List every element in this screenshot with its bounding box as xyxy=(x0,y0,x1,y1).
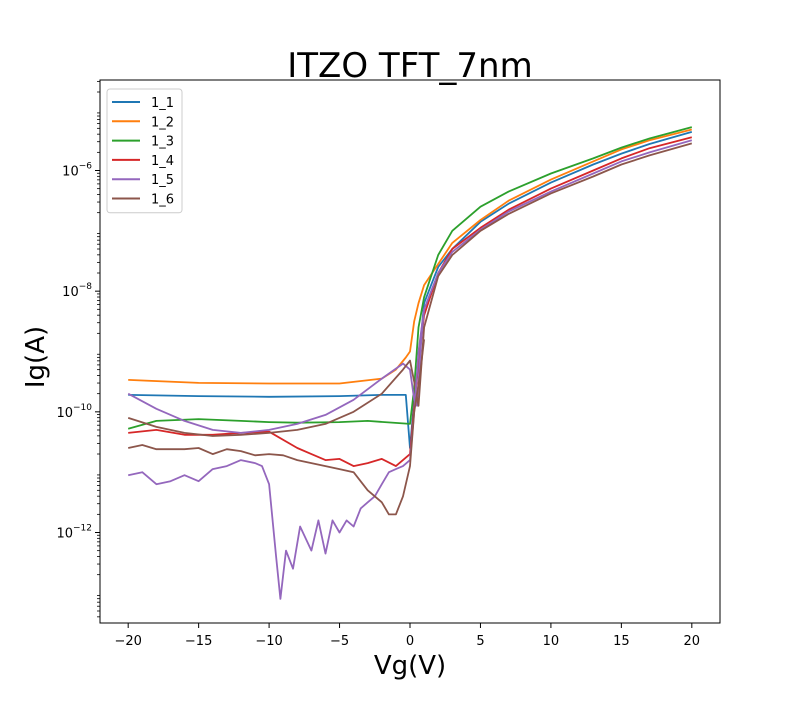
series-line-1_5-trace-b xyxy=(128,309,425,600)
y-tick-label: 10−8 xyxy=(62,282,92,300)
series-line-1_3 xyxy=(127,126,693,430)
legend-label-1_4: 1_4 xyxy=(151,154,174,169)
x-tick-label: 20 xyxy=(684,634,701,649)
x-tick-label: 0 xyxy=(406,634,414,649)
legend-label-1_5: 1_5 xyxy=(151,173,174,188)
x-tick-label: −10 xyxy=(255,634,282,649)
y-tick-label: 10−6 xyxy=(62,162,92,180)
series-line-1_1 xyxy=(128,131,693,449)
x-axis-ticks: −20 −15 −10 −5 0 5 10 15 20 xyxy=(114,623,700,649)
y-axis-ticks: 10−12 10−10 10−8 10−6 xyxy=(56,80,100,618)
legend-label-1_6: 1_6 xyxy=(151,193,174,208)
legend-box xyxy=(106,88,183,214)
series-line-1_6-trace-b xyxy=(128,339,425,516)
y-tick-label: 10−10 xyxy=(56,403,92,421)
y-tick-label: 10−12 xyxy=(56,524,92,542)
legend-label-1_2: 1_2 xyxy=(151,115,174,130)
x-tick-label: −20 xyxy=(114,634,141,649)
series-line-1_2 xyxy=(128,128,693,385)
y-axis-label: Ig(A) xyxy=(21,326,51,388)
series-layer xyxy=(127,126,693,600)
chart-title: ITZO TFT_7nm xyxy=(287,46,532,86)
series-line-1_6 xyxy=(127,142,693,437)
x-tick-label: 10 xyxy=(543,634,560,649)
legend-label-1_1: 1_1 xyxy=(151,96,174,111)
legend: 1_1 1_2 1_3 1_4 1_5 1_6 xyxy=(106,88,183,214)
x-tick-label: −15 xyxy=(185,634,212,649)
x-tick-label: −5 xyxy=(330,634,349,649)
x-tick-label: 5 xyxy=(476,634,484,649)
legend-label-1_3: 1_3 xyxy=(151,135,174,150)
x-axis-label: Vg(V) xyxy=(374,651,446,681)
x-tick-label: 15 xyxy=(613,634,630,649)
